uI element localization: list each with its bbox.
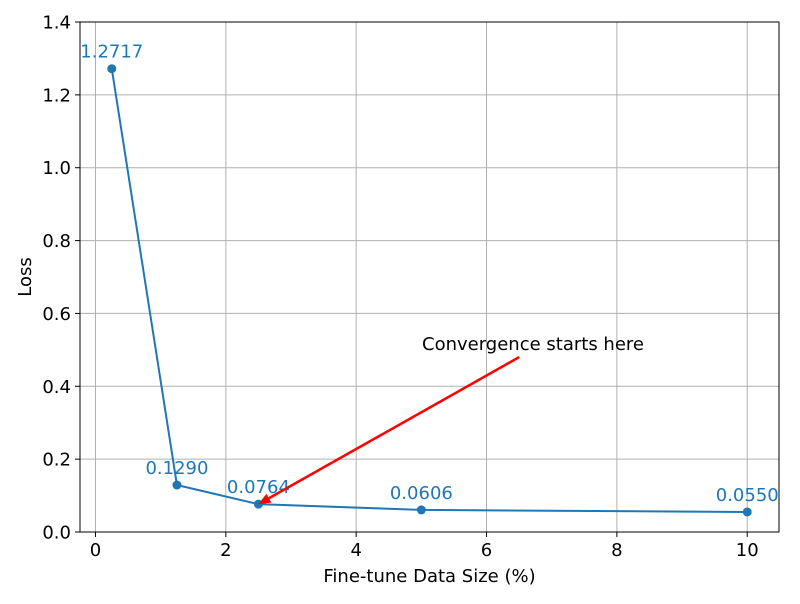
series-layer: 1.2717 0.1290 0.0764 0.0606 0.0550 bbox=[80, 42, 779, 517]
y-tick-label: 0.4 bbox=[42, 377, 71, 398]
y-tick-label: 1.4 bbox=[42, 13, 71, 34]
data-label: 0.0764 bbox=[227, 477, 290, 498]
x-tick-label: 8 bbox=[611, 540, 622, 561]
y-tick-label: 1.0 bbox=[42, 158, 71, 179]
data-point bbox=[107, 64, 117, 74]
grid bbox=[80, 21, 779, 533]
ticks-layer: 0 2 4 6 8 10 0.0 0.2 0.4 0.6 0.8 1.0 1.2 1.4 bbox=[42, 13, 758, 562]
data-label: 0.0550 bbox=[716, 485, 779, 506]
x-tick-label: 6 bbox=[481, 540, 492, 561]
y-tick-label: 0.2 bbox=[42, 450, 71, 471]
series-line bbox=[110, 68, 748, 513]
axes-frame bbox=[79, 21, 780, 533]
x-tick-label: 4 bbox=[350, 540, 361, 561]
data-label: 0.1290 bbox=[145, 458, 208, 479]
data-point bbox=[172, 480, 182, 490]
y-axis-label: Loss bbox=[15, 257, 36, 296]
x-tick-label: 10 bbox=[736, 540, 759, 561]
annotation-layer: Convergence starts here bbox=[258, 334, 644, 505]
y-tick-label: 0.8 bbox=[42, 231, 71, 252]
annotation-text: Convergence starts here bbox=[422, 334, 644, 355]
y-tick-label: 0.6 bbox=[42, 304, 71, 325]
data-point bbox=[742, 507, 752, 517]
data-label: 0.0606 bbox=[390, 483, 453, 504]
x-axis-label: Fine-tune Data Size (%) bbox=[323, 566, 535, 587]
annotation-arrow-head bbox=[258, 493, 272, 505]
y-tick-label: 0.0 bbox=[42, 523, 71, 544]
x-tick-label: 0 bbox=[90, 540, 101, 561]
data-label: 1.2717 bbox=[80, 42, 143, 63]
data-point bbox=[416, 505, 426, 515]
x-tick-label: 2 bbox=[220, 540, 231, 561]
annotation-arrow-line bbox=[268, 356, 520, 500]
y-tick-label: 1.2 bbox=[42, 85, 71, 106]
